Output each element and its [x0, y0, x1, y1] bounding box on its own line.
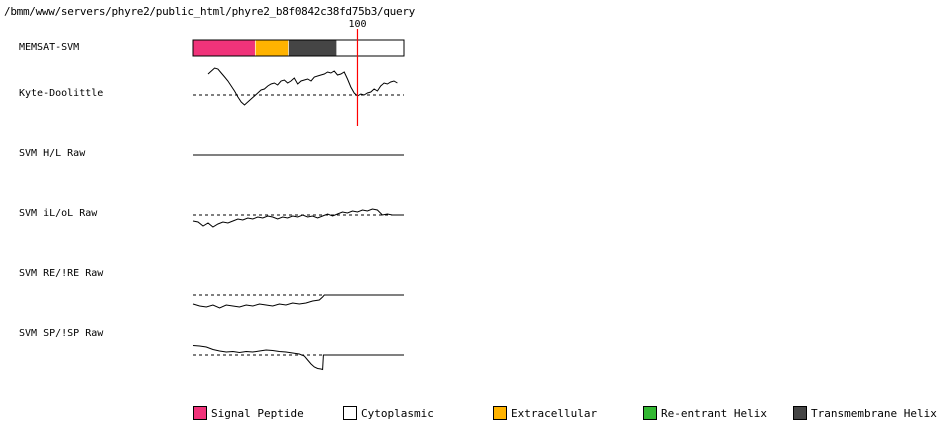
memsat-segment-extracellular: [255, 40, 289, 56]
memsat-segment-signal-peptide: [193, 40, 255, 56]
cytoplasmic-swatch: [343, 406, 357, 420]
query-path-title: /bmm/www/servers/phyre2/public_html/phyr…: [4, 5, 415, 18]
signal-peptide-swatch: [193, 406, 207, 420]
legend-extracellular-label: Extracellular: [511, 406, 598, 420]
svm-hl-raw-label: SVM H/L Raw: [19, 148, 86, 159]
topology-plot: 100: [192, 19, 405, 371]
legend-extracellular: Extracellular: [493, 405, 597, 421]
legend-transmembrane-helix: Transmembrane Helix: [793, 405, 937, 421]
svm-re-raw-label: SVM RE/!RE Raw: [19, 268, 104, 279]
kyte-doolittle-line: [207, 67, 398, 106]
legend-reentrant-helix: Re-entrant Helix: [643, 405, 767, 421]
transmembrane-helix-swatch: [793, 406, 807, 420]
svm-re-re-raw-line: [192, 294, 404, 309]
reentrant-helix-swatch: [643, 406, 657, 420]
legend-signal-peptide-label: Signal Peptide: [211, 406, 304, 420]
svm-sp-sp-raw-line: [192, 345, 404, 371]
kyte-doolittle-label: Kyte-Doolittle: [19, 88, 104, 99]
legend-cytoplasmic-label: Cytoplasmic: [361, 406, 434, 420]
legend-cytoplasmic: Cytoplasmic: [343, 405, 434, 421]
memsat-segment-transmembrane-helix: [288, 40, 337, 56]
position-marker-label: 100: [348, 19, 366, 30]
legend-signal-peptide: Signal Peptide: [193, 405, 304, 421]
memsat-svm-label: MEMSAT-SVM: [19, 42, 80, 53]
svm-sp-raw-label: SVM SP/!SP Raw: [19, 328, 104, 339]
legend-transmembrane-helix-label: Transmembrane Helix: [811, 406, 937, 420]
svm-iloL-raw-label: SVM iL/oL Raw: [19, 208, 98, 219]
legend-reentrant-helix-label: Re-entrant Helix: [661, 406, 767, 420]
extracellular-swatch: [493, 406, 507, 420]
memsat-segment-cytoplasmic: [337, 40, 404, 56]
memsat-bar-outline: [192, 39, 405, 57]
svm-il-ol-raw-line: [192, 208, 404, 228]
